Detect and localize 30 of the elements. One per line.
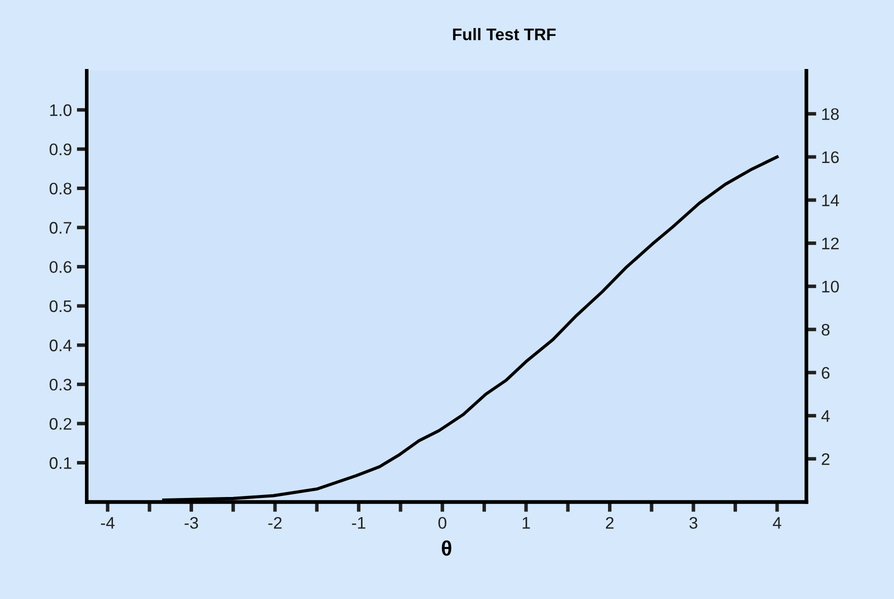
x-tick-label: 3 <box>689 516 698 529</box>
x-tick-label: -1 <box>352 517 366 529</box>
y2-tick-label: 8 <box>822 324 830 336</box>
y2-tick-label: 2 <box>822 453 830 465</box>
y-tick-label: 0.1 <box>50 457 72 469</box>
y-tick-label: 0.9 <box>50 144 72 156</box>
y2-tick-label: 14 <box>822 194 840 206</box>
x-tick-label: 1 <box>522 517 530 529</box>
x-tick-label: 4 <box>772 517 782 529</box>
y2-tick-label: 4 <box>821 410 830 422</box>
x-tick-label: -4 <box>100 517 115 529</box>
chart-title: Full Test TRF <box>453 28 556 40</box>
y2-tick-label: 16 <box>822 151 839 164</box>
y-tick-label: 0.4 <box>50 340 72 352</box>
y-tick-label: 0.6 <box>50 261 72 273</box>
x-tick-label: 0 <box>438 516 446 529</box>
y-tick-label: 0.8 <box>50 182 72 195</box>
x-tick-label: -2 <box>268 516 282 529</box>
y-tick-label: 0.2 <box>50 418 72 430</box>
y-tick-label: 0.5 <box>50 300 72 312</box>
y2-tick-label: 6 <box>822 366 830 379</box>
y-tick-label: 1.0 <box>50 104 72 116</box>
y2-tick-label: 12 <box>822 238 839 250</box>
y-tick-label: 0.3 <box>50 378 72 391</box>
y2-tick-label: 18 <box>822 108 839 120</box>
x-tick-label: 2 <box>606 516 614 529</box>
y2-tick-label: 10 <box>822 280 839 293</box>
y-tick-label: 0.7 <box>50 222 72 234</box>
x-tick-label: -3 <box>184 516 198 529</box>
x-axis-title: θ <box>442 540 452 556</box>
